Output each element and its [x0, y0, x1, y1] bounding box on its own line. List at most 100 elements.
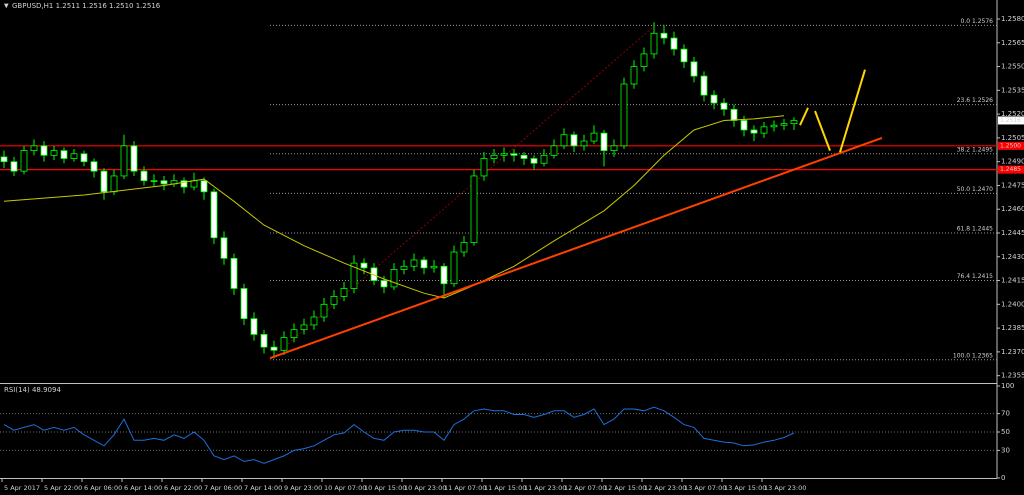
- candle-body: [510, 153, 518, 156]
- forecast-line: [814, 110, 831, 151]
- candle-body: [500, 153, 508, 156]
- candle-body: [630, 66, 638, 85]
- candle-body: [120, 145, 128, 177]
- candle-body: [190, 180, 198, 188]
- candle-body: [220, 237, 228, 259]
- candle-body: [180, 180, 188, 188]
- candle-body: [320, 303, 328, 318]
- candle-body: [40, 145, 48, 156]
- candle-body: [160, 180, 168, 185]
- candle-body: [710, 94, 718, 104]
- candle-body: [560, 134, 568, 147]
- candle-body: [570, 134, 578, 147]
- candle-body: [390, 269, 398, 288]
- x-tick-label: 7 Apr 06:00: [204, 484, 242, 492]
- candle-body: [150, 180, 158, 182]
- x-tick-label: 11 Apr 15:00: [484, 484, 526, 492]
- candle-body: [360, 262, 368, 269]
- menu-arrow[interactable]: ▼: [4, 3, 9, 10]
- trendline: [269, 136, 883, 360]
- y-tick-label: 1.2490: [1001, 158, 1024, 166]
- x-tick-label: 6 Apr 22:00: [164, 484, 202, 492]
- candle-body: [50, 150, 58, 156]
- x-tick-label: 9 Apr 23:00: [284, 484, 322, 492]
- x-tick-label: 13 Apr 15:00: [724, 484, 766, 492]
- y-tick-label: 1.2370: [1001, 348, 1024, 356]
- candle-body: [660, 32, 668, 39]
- y-tick-label: 1.2400: [1001, 300, 1024, 308]
- x-tick-label: 10 Apr 07:00: [324, 484, 366, 492]
- candle-body: [610, 145, 618, 151]
- candle-body: [240, 288, 248, 319]
- candle-body: [30, 145, 38, 151]
- candle-body: [440, 265, 448, 285]
- support-price-label: 1.2500: [1000, 142, 1021, 149]
- y-tick-label: 1.2505: [1001, 134, 1024, 142]
- candle-body: [130, 145, 138, 172]
- candle-body: [400, 265, 408, 270]
- candle-body: [490, 154, 498, 159]
- candle-body: [550, 145, 558, 156]
- candle-body: [470, 175, 478, 243]
- support-price-label: 1.2485: [1000, 166, 1021, 173]
- candle-body: [750, 129, 758, 134]
- y-tick-label: 1.2580: [1001, 15, 1024, 23]
- candle-body: [60, 150, 68, 159]
- fib-label: 50.0 1.2470: [957, 186, 993, 193]
- candle-body: [730, 108, 738, 121]
- candle-body: [480, 158, 488, 177]
- candle-body: [520, 154, 528, 159]
- x-tick-label: 12 Apr 23:00: [644, 484, 686, 492]
- candle-body: [580, 140, 588, 147]
- y-tick-label: 1.2355: [1001, 372, 1024, 380]
- x-tick-label: 6 Apr 14:00: [124, 484, 162, 492]
- last-price-box: [998, 116, 1024, 125]
- y-tick-label: 1.2460: [1001, 205, 1024, 213]
- fib-label: 0.0 1.2576: [961, 18, 994, 25]
- candle-body: [690, 61, 698, 77]
- candle-body: [680, 48, 688, 63]
- y-tick-label: 0: [1001, 474, 1005, 482]
- fib-label: 76.4 1.2415: [957, 273, 993, 280]
- x-tick-label: 12 Apr 07:00: [564, 484, 606, 492]
- candle-body: [210, 191, 218, 239]
- forecast-line: [839, 69, 866, 153]
- candle-body: [310, 316, 318, 326]
- candle-body: [590, 132, 598, 142]
- candle-body: [770, 124, 778, 128]
- y-tick-label: 100: [1001, 382, 1014, 390]
- y-tick-label: 1.2550: [1001, 63, 1024, 71]
- rsi-line: [3, 406, 795, 464]
- candle-body: [300, 324, 308, 331]
- candle-body: [100, 170, 108, 193]
- fib-label: 23.6 1.2526: [957, 97, 993, 104]
- y-tick-label: 1.2415: [1001, 277, 1024, 285]
- x-tick-label: 10 Apr 23:00: [404, 484, 446, 492]
- y-tick-label: 70: [1001, 410, 1010, 418]
- x-tick-label: 6 Apr 06:00: [84, 484, 122, 492]
- candle-body: [200, 180, 208, 193]
- y-tick-label: 1.2385: [1001, 324, 1024, 332]
- candle-body: [450, 251, 458, 285]
- candle-body: [650, 32, 658, 55]
- y-tick-label: 50: [1001, 428, 1010, 436]
- candle-body: [430, 265, 438, 269]
- candle-body: [90, 161, 98, 172]
- fib-label: 38.2 1.2495: [957, 146, 993, 153]
- y-tick-label: 1.2535: [1001, 86, 1024, 94]
- x-tick-label: 11 Apr 23:00: [524, 484, 566, 492]
- y-tick-label: 30: [1001, 446, 1010, 454]
- candle-body: [530, 158, 538, 164]
- x-tick-label: 7 Apr 14:00: [244, 484, 282, 492]
- candle-body: [260, 334, 268, 348]
- candle-body: [10, 161, 18, 172]
- candle-body: [280, 337, 288, 351]
- candle-body: [70, 153, 78, 159]
- candle-body: [640, 53, 648, 67]
- candle-body: [110, 175, 118, 193]
- candle-body: [410, 259, 418, 267]
- candle-body: [290, 329, 298, 339]
